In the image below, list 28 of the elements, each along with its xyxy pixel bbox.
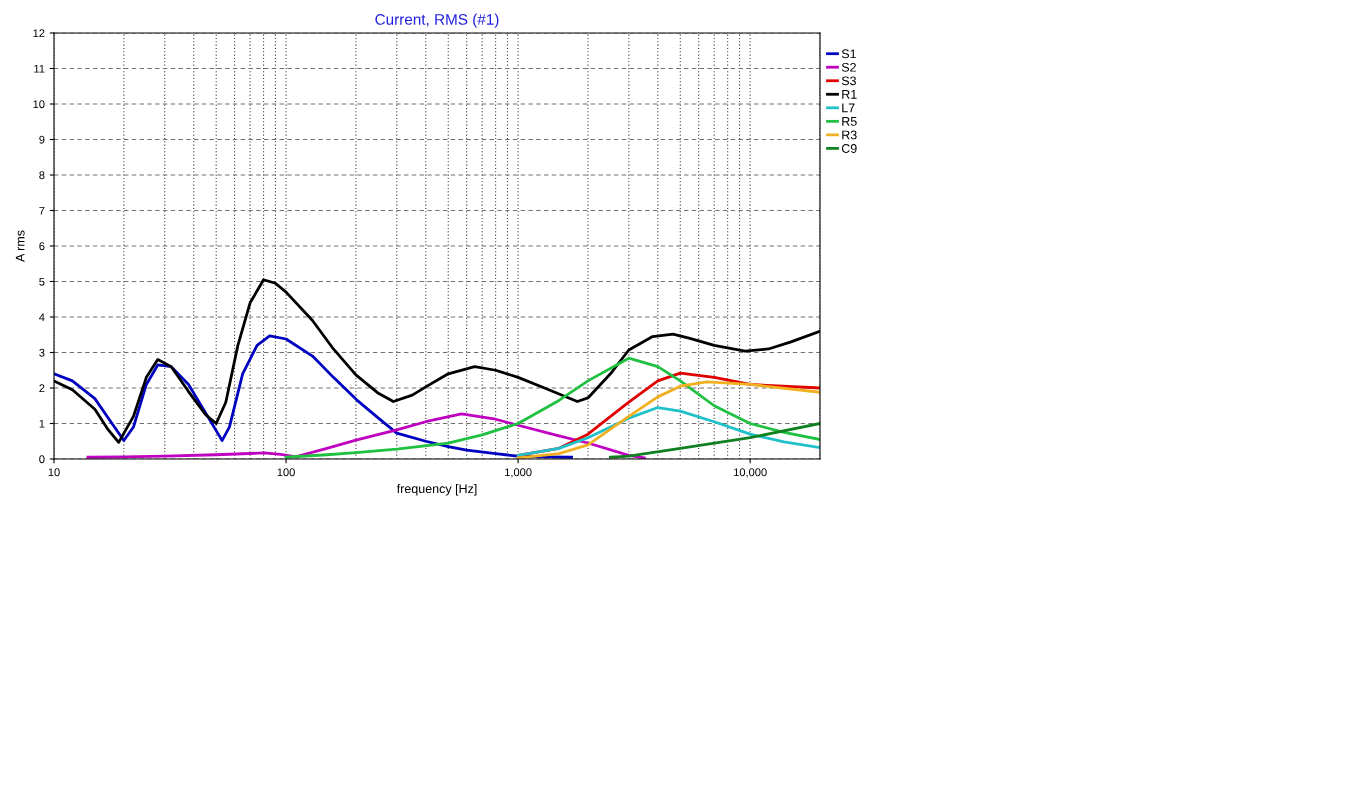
y-tick-label: 10 <box>33 100 45 109</box>
x-tick-label: 100 <box>277 468 295 477</box>
legend-label: R5 <box>842 117 857 126</box>
y-tick-label: 6 <box>39 242 45 251</box>
legend-label: R1 <box>842 90 857 99</box>
x-tick-label: 1,000 <box>505 468 532 478</box>
y-tick-label: 8 <box>39 171 45 180</box>
y-tick-label: 7 <box>39 206 45 215</box>
y-tick-label: 0 <box>39 455 45 464</box>
legend-label: S1 <box>841 49 856 59</box>
x-tick-label: 10 <box>48 468 60 477</box>
legend-label: C9 <box>841 144 857 153</box>
y-tick-label: 11 <box>34 64 45 73</box>
legend-label: S2 <box>841 62 856 72</box>
y-tick-label: 5 <box>39 277 45 286</box>
legend-label: L7 <box>842 103 855 113</box>
legend-label: S3 <box>841 76 856 86</box>
legend-label: R3 <box>842 130 857 140</box>
x-tick-label: 10,000 <box>734 468 767 478</box>
y-tick-label: 4 <box>39 313 45 322</box>
y-tick-label: 3 <box>39 348 45 357</box>
y-tick-label: 12 <box>33 29 45 38</box>
y-tick-label: 1 <box>39 419 45 428</box>
chart-title: Current, RMS (#1) <box>375 13 499 28</box>
y-tick-label: 2 <box>39 384 45 393</box>
y-tick-label: 9 <box>39 135 45 144</box>
y-axis-title: A rms <box>15 230 25 262</box>
x-axis-title: frequency [Hz] <box>396 483 477 496</box>
